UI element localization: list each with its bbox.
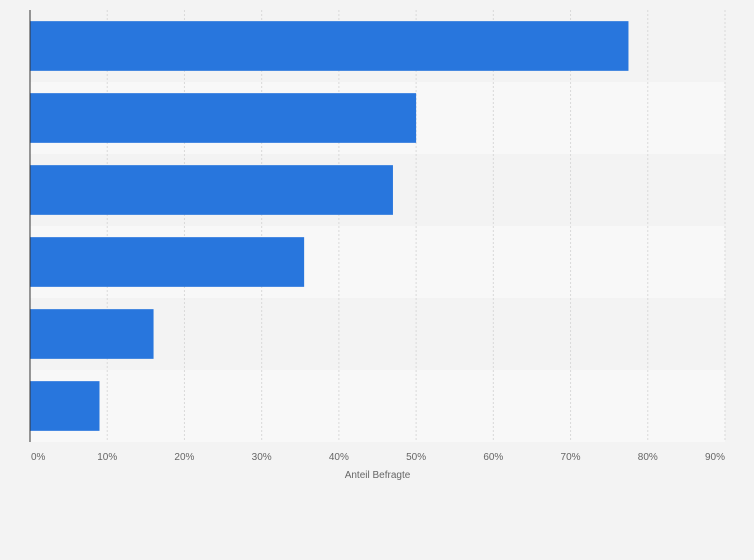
x-tick-label: 90% — [705, 452, 725, 463]
x-tick-label: 0% — [31, 452, 46, 463]
bar — [30, 381, 100, 431]
bar — [30, 165, 393, 215]
x-tick-labels: 0% 10% 20% 30% 40% 50% 60% 70% 80% 90% — [31, 452, 725, 463]
row-band — [30, 370, 725, 442]
x-tick-label: 40% — [329, 452, 349, 463]
bar — [30, 21, 629, 71]
x-tick-label: 70% — [561, 452, 581, 463]
gridlines — [106, 10, 726, 442]
bar — [30, 93, 417, 143]
x-tick-label: 80% — [638, 452, 658, 463]
x-tick-label: 50% — [406, 452, 426, 463]
x-tick-label: 10% — [97, 452, 117, 463]
row-bands — [30, 10, 725, 442]
x-tick-label: 30% — [252, 452, 272, 463]
bar — [30, 309, 154, 359]
bar — [30, 237, 305, 287]
bars — [30, 21, 629, 431]
x-axis-title: Anteil Befragte — [345, 470, 411, 481]
x-tick-label: 20% — [174, 452, 194, 463]
x-tick-label: 60% — [483, 452, 503, 463]
